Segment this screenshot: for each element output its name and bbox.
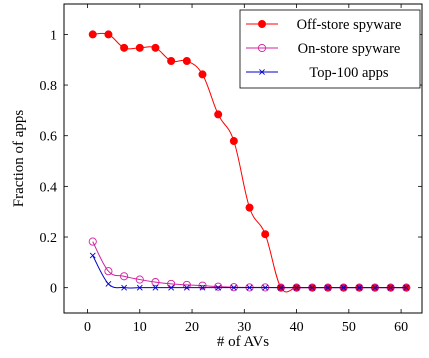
plot-frame [63,3,423,314]
y-tick-label: 1 [50,28,57,43]
top-100-apps-point [262,284,269,291]
top-100-apps-point [340,284,347,291]
legend-off-store-spyware-point [257,19,266,28]
top-100-apps-point [246,284,253,291]
legend-entry-off-store-spyware: Off-store spyware [246,17,401,33]
on-store-spyware-point [104,267,113,276]
x-tick-label: 40 [290,320,304,335]
on-store-spyware-point [151,278,160,287]
off-store-spyware-point [182,56,191,65]
off-store-spyware-point [120,43,129,52]
top-100-apps-point [121,284,128,291]
off-store-spyware-point [245,203,254,212]
x-tick-label: 50 [342,320,356,335]
top-100-apps-point [230,284,237,291]
legend-on-store-spyware-point [257,43,267,53]
top-100-apps-point-stroke [215,284,222,291]
top-100-apps-point-stroke [230,284,237,291]
top-100-apps-point-stroke [372,284,378,291]
top-100-apps-point-stroke [246,284,253,291]
y-axis-label: Fraction of apps [11,110,27,208]
top-100-apps-point-stroke [168,284,175,291]
top-100-apps-point-stroke [199,284,206,291]
off-store-spyware-point [151,43,160,52]
series-on-store-spyware [88,237,411,292]
legend-top-100-apps-point-stroke [259,69,265,75]
series-top-100-apps [89,252,410,291]
top-100-apps-point-stroke [309,284,316,291]
legend-label-top-100-apps: Top-100 apps [309,65,388,81]
y-tick-label: 0.4 [40,180,58,195]
on-store-spyware-point [120,272,129,281]
on-store-spyware-point [135,275,144,284]
top-100-apps-point [152,284,159,291]
y-tick-label: 0.8 [40,79,58,94]
off-store-spyware-point [167,56,176,65]
y-tick-label: 0 [50,282,57,297]
top-100-apps-point [168,284,175,291]
x-tick-label: 0 [84,320,91,335]
top-100-apps-point [356,284,363,291]
top-100-apps-point [387,284,394,291]
top-100-apps-point-stroke [277,284,284,291]
legend-label-off-store-spyware: Off-store spyware [297,17,402,33]
legend-entry-top-100-apps: Top-100 apps [246,65,389,81]
top-100-apps-point-stroke [262,284,269,291]
top-100-apps-point [183,284,190,291]
off-store-spyware-point [261,230,270,239]
on-store-spyware-point [229,283,238,292]
x-axis-label: # of AVs [217,334,269,350]
off-store-spyware-point [104,30,113,39]
on-store-spyware-point [167,279,176,288]
top-100-apps-point [309,284,316,291]
off-store-spyware-point [88,30,97,39]
top-100-apps-point-stroke [340,284,347,291]
on-store-spyware-point [88,237,97,246]
top-100-apps-point [105,280,112,287]
top-100-apps-point [293,284,300,291]
top-100-apps-point-stroke [89,252,96,259]
top-100-apps-point-stroke [387,284,394,291]
top-100-apps-point [199,284,206,291]
legend: Off-store spyware On-store spyware Top-100… [239,9,421,89]
top-100-apps-point-stroke [403,284,410,291]
y-tick-label: 0.6 [40,130,58,145]
x-tick-label: 60 [394,320,408,335]
axis-ticks: 0 10 20 30 40 50 60 0 0.2 0.4 0.6 0.8 1 [40,4,422,335]
on-store-spyware-point [214,282,223,291]
legend-box [239,9,421,89]
top-100-apps-point-stroke [325,284,331,291]
top-100-apps-point-stroke [136,284,143,291]
legend-top-100-apps-point [259,69,265,75]
x-tick-label: 20 [185,320,199,335]
top-100-apps-point-stroke [183,284,190,291]
top-100-apps-point [403,284,410,291]
top-100-apps-point [136,284,143,291]
top-100-apps-point [277,284,284,291]
top-100-apps-point-stroke [293,284,300,291]
top-100-apps-point [325,284,331,291]
top-100-apps-point [215,284,222,291]
off-store-spyware-point [198,70,207,79]
off-store-spyware-point [229,137,238,146]
series-layer [88,30,411,293]
top-100-apps-point-stroke [121,284,128,291]
top-100-apps-point-stroke [105,280,112,287]
top-100-apps-point-stroke [152,284,159,291]
top-100-apps-point-stroke [356,284,363,291]
top-100-apps-point [372,284,378,291]
y-tick-label: 0.2 [40,231,58,246]
legend-label-on-store-spyware: On-store spyware [298,41,401,57]
off-store-spyware-point [135,43,144,52]
on-store-spyware-point [198,281,207,290]
x-tick-label: 10 [133,320,147,335]
x-tick-label: 30 [237,320,251,335]
legend-entry-on-store-spyware: On-store spyware [246,41,400,57]
off-store-spyware-point [214,110,223,119]
on-store-spyware-point [182,280,191,289]
top-100-apps-point [89,252,96,259]
